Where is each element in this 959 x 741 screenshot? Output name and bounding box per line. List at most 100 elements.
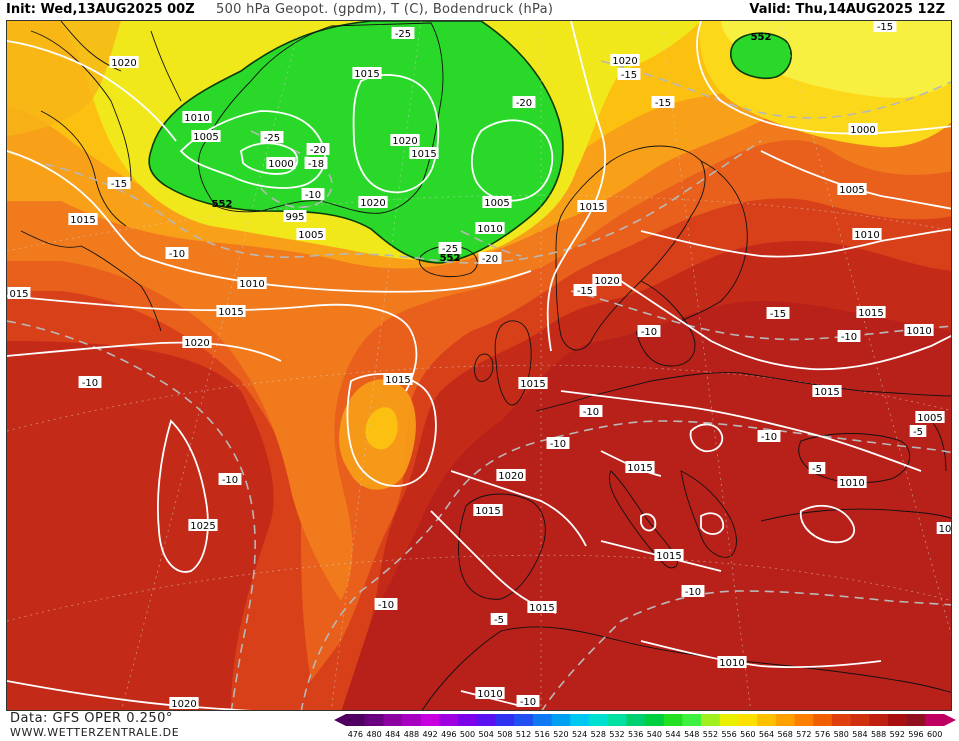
legend-value: 500 (460, 730, 475, 739)
svg-text:1015: 1015 (858, 308, 883, 319)
svg-text:1015: 1015 (520, 379, 545, 390)
legend-value: 580 (834, 730, 849, 739)
svg-text:1010: 1010 (239, 279, 264, 290)
isobar-label: 1015 (383, 373, 413, 386)
temperature-label: -25 (438, 242, 462, 255)
isobar-label: 1015 (473, 504, 503, 517)
legend-value: 492 (422, 730, 437, 739)
legend-swatch (383, 714, 403, 726)
legend-value: 508 (497, 730, 512, 739)
svg-text:1015: 1015 (354, 69, 379, 80)
legend-value: 588 (871, 730, 886, 739)
svg-text:-10: -10 (82, 378, 98, 389)
legend-value: 488 (404, 730, 419, 739)
isobar-label: 1005 (837, 183, 867, 196)
legend-value: 480 (366, 730, 381, 739)
temperature-label: -10 (579, 405, 603, 418)
svg-text:-15: -15 (770, 309, 786, 320)
legend-swatch (476, 714, 496, 726)
legend-swatch (701, 714, 721, 726)
legend-value: 576 (815, 730, 830, 739)
legend-value: 596 (908, 730, 923, 739)
svg-text:-20: -20 (482, 254, 498, 265)
isobars (7, 21, 951, 710)
isobar-label: 10 (936, 522, 951, 535)
svg-text:1020: 1020 (184, 338, 209, 349)
legend-value: 600 (927, 730, 942, 739)
svg-text:-20: -20 (516, 98, 532, 109)
isobar-label: 995 (283, 210, 307, 223)
legend-swatch (775, 714, 795, 726)
legend-swatch (532, 714, 553, 726)
isobar-label: 1010 (717, 656, 747, 669)
svg-text:1015: 1015 (218, 307, 243, 318)
legend-swatch (682, 714, 702, 726)
legend-swatch (458, 714, 478, 726)
temperature-label: -5 (808, 462, 826, 475)
svg-text:-15: -15 (111, 179, 127, 190)
temperature-label: -5 (490, 613, 508, 626)
isobar-label: 1015 (68, 213, 98, 226)
temperature-label: -10 (546, 437, 570, 450)
temperature-label: -15 (617, 68, 641, 81)
legend-value: 524 (572, 730, 587, 739)
isobar-label: 1025 (188, 519, 218, 532)
isobar-label: 1020 (390, 134, 420, 147)
svg-text:-10: -10 (378, 600, 394, 611)
isobar-label: 1020 (610, 54, 640, 67)
temperature-label: -10 (516, 695, 540, 708)
svg-text:995: 995 (285, 212, 304, 223)
isobar-label: 1005 (296, 228, 326, 241)
legend-swatch (514, 714, 534, 726)
legend-swatch (588, 714, 609, 726)
legend-swatch (850, 714, 870, 726)
legend-value: 496 (441, 730, 456, 739)
isobar-label: 1020 (358, 196, 388, 209)
temperature-label: -10 (837, 330, 861, 343)
svg-text:1015: 1015 (814, 387, 839, 398)
legend-value: 520 (553, 730, 568, 739)
temperature-label: -20 (478, 252, 502, 265)
legend-swatch (645, 714, 665, 726)
svg-text:1005: 1005 (298, 230, 323, 241)
svg-text:1015: 1015 (475, 506, 500, 517)
svg-text:-18: -18 (308, 159, 324, 170)
isobar-label: 1010 (237, 277, 267, 290)
svg-text:1020: 1020 (392, 136, 417, 147)
init-time: Init: Wed,13AUG2025 00Z (6, 2, 195, 17)
isobar-label: 015 (7, 287, 31, 300)
isobar-label: 1015 (352, 67, 382, 80)
weather-map: 1020 1010 1005 1000 995 1005 1015 1020 1015 1020 1… (6, 20, 952, 711)
svg-text:1020: 1020 (612, 56, 637, 67)
svg-text:-10: -10 (761, 432, 777, 443)
svg-text:1010: 1010 (854, 230, 879, 241)
legend-value: 556 (721, 730, 736, 739)
svg-text:1005: 1005 (193, 132, 218, 143)
svg-text:-15: -15 (655, 98, 671, 109)
legend-swatch (626, 714, 646, 726)
svg-text:1025: 1025 (190, 521, 215, 532)
svg-text:-25: -25 (442, 244, 458, 255)
isobar-label: 1010 (182, 111, 212, 124)
svg-text:1015: 1015 (70, 215, 95, 226)
temperature-label: -15 (873, 21, 897, 33)
temperature-label: -20 (306, 143, 330, 156)
geopotential-label: 552 (440, 253, 461, 264)
legend-value: 484 (385, 730, 400, 739)
temperature-label: -18 (304, 157, 328, 170)
isobar-label: 1020 (109, 56, 139, 69)
svg-text:-15: -15 (621, 70, 637, 81)
trough-552-contour (148, 21, 564, 264)
legend-value: 528 (591, 730, 606, 739)
svg-text:1010: 1010 (477, 224, 502, 235)
legend-value: 476 (348, 730, 363, 739)
isobar-label: 1015 (625, 461, 655, 474)
legend-swatch (906, 714, 926, 726)
temperature-label: -20 (512, 96, 536, 109)
legend-swatch (719, 714, 739, 726)
temperature-label: -15 (573, 284, 597, 297)
svg-text:1010: 1010 (184, 113, 209, 124)
isobar-label: 1020 (592, 274, 622, 287)
svg-text:-15: -15 (577, 286, 593, 297)
isobar-label: 1010 (904, 324, 934, 337)
